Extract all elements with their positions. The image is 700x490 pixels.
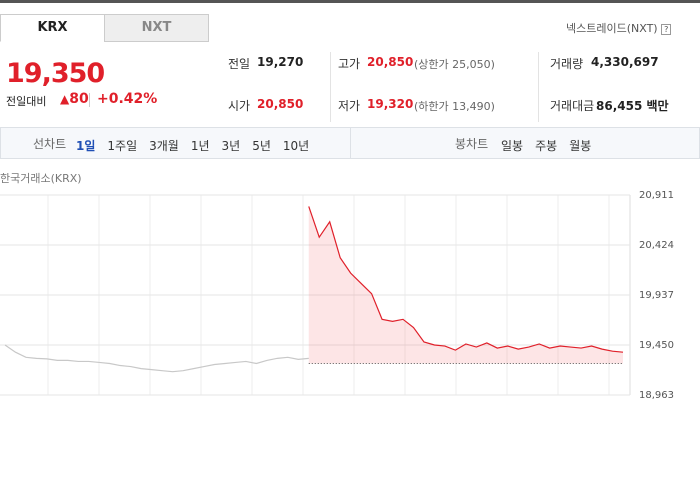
period-button[interactable]: 1주일	[107, 139, 138, 153]
toolbar-label: 선차트	[33, 137, 67, 151]
price-line	[308, 206, 624, 353]
stat-label: 거래대금	[550, 99, 595, 113]
period-button[interactable]: 5년	[252, 139, 271, 153]
change-value: 80	[69, 91, 89, 107]
tab[interactable]: KRX	[0, 14, 105, 42]
link-text: 넥스트레이드(NXT)	[566, 22, 658, 35]
stat-note: (상한가 25,050)	[414, 58, 495, 71]
stat-value: 20,850	[257, 97, 304, 111]
period-button[interactable]: 3개월	[149, 139, 179, 153]
stat-value: 4,330,697	[591, 55, 659, 69]
y-tick-label: 19,937	[639, 290, 674, 301]
stat-label: 전일	[228, 57, 251, 71]
divider	[89, 93, 90, 107]
period-button[interactable]: 3년	[221, 139, 241, 153]
stat-value: 19,320	[367, 97, 414, 111]
divider	[350, 128, 351, 158]
stat-label: 고가	[338, 57, 361, 71]
stat-label: 저가	[338, 99, 361, 113]
period-group: 일봉 주봉 월봉	[501, 135, 603, 154]
period-button[interactable]: 1일	[76, 139, 96, 153]
top-bar	[0, 0, 700, 3]
current-price: 19,350	[6, 58, 105, 89]
stat-value: 19,270	[257, 55, 304, 69]
period-button[interactable]: 주봉	[535, 139, 558, 153]
area	[308, 206, 623, 364]
period-button[interactable]: 10년	[282, 139, 310, 153]
help-icon[interactable]: ?	[661, 24, 672, 35]
change-pct: +0.42%	[97, 91, 158, 107]
stat-label: 시가	[228, 99, 251, 113]
tab[interactable]: NXT	[104, 14, 209, 42]
stat-label: 거래량	[550, 57, 584, 71]
change-label: 전일대비	[6, 95, 47, 108]
period-group: 1일 1주일 3개월 1년 3년 5년 10년	[76, 135, 321, 154]
price-line	[4, 344, 309, 373]
stat-note: (하한가 13,490)	[414, 100, 495, 113]
period-button[interactable]: 월봉	[569, 139, 592, 153]
period-button[interactable]: 1년	[190, 139, 210, 153]
up-arrow: ▲	[60, 92, 70, 106]
y-tick-label: 19,450	[639, 340, 674, 351]
stat-value: 20,850	[367, 55, 414, 69]
divider	[330, 52, 331, 122]
period-button[interactable]: 일봉	[501, 139, 524, 153]
nxt-link[interactable]: 넥스트레이드(NXT) ?	[566, 20, 672, 36]
y-tick-label: 20,424	[639, 240, 674, 251]
divider	[538, 52, 539, 122]
change: ▲80	[60, 91, 89, 107]
y-tick-label: 18,963	[639, 390, 674, 401]
stat-value: 86,455 백만	[596, 99, 669, 113]
chart-title: 한국거래소(KRX)	[0, 172, 82, 185]
y-tick-label: 20,911	[639, 190, 674, 201]
toolbar-label: 봉차트	[455, 137, 489, 151]
